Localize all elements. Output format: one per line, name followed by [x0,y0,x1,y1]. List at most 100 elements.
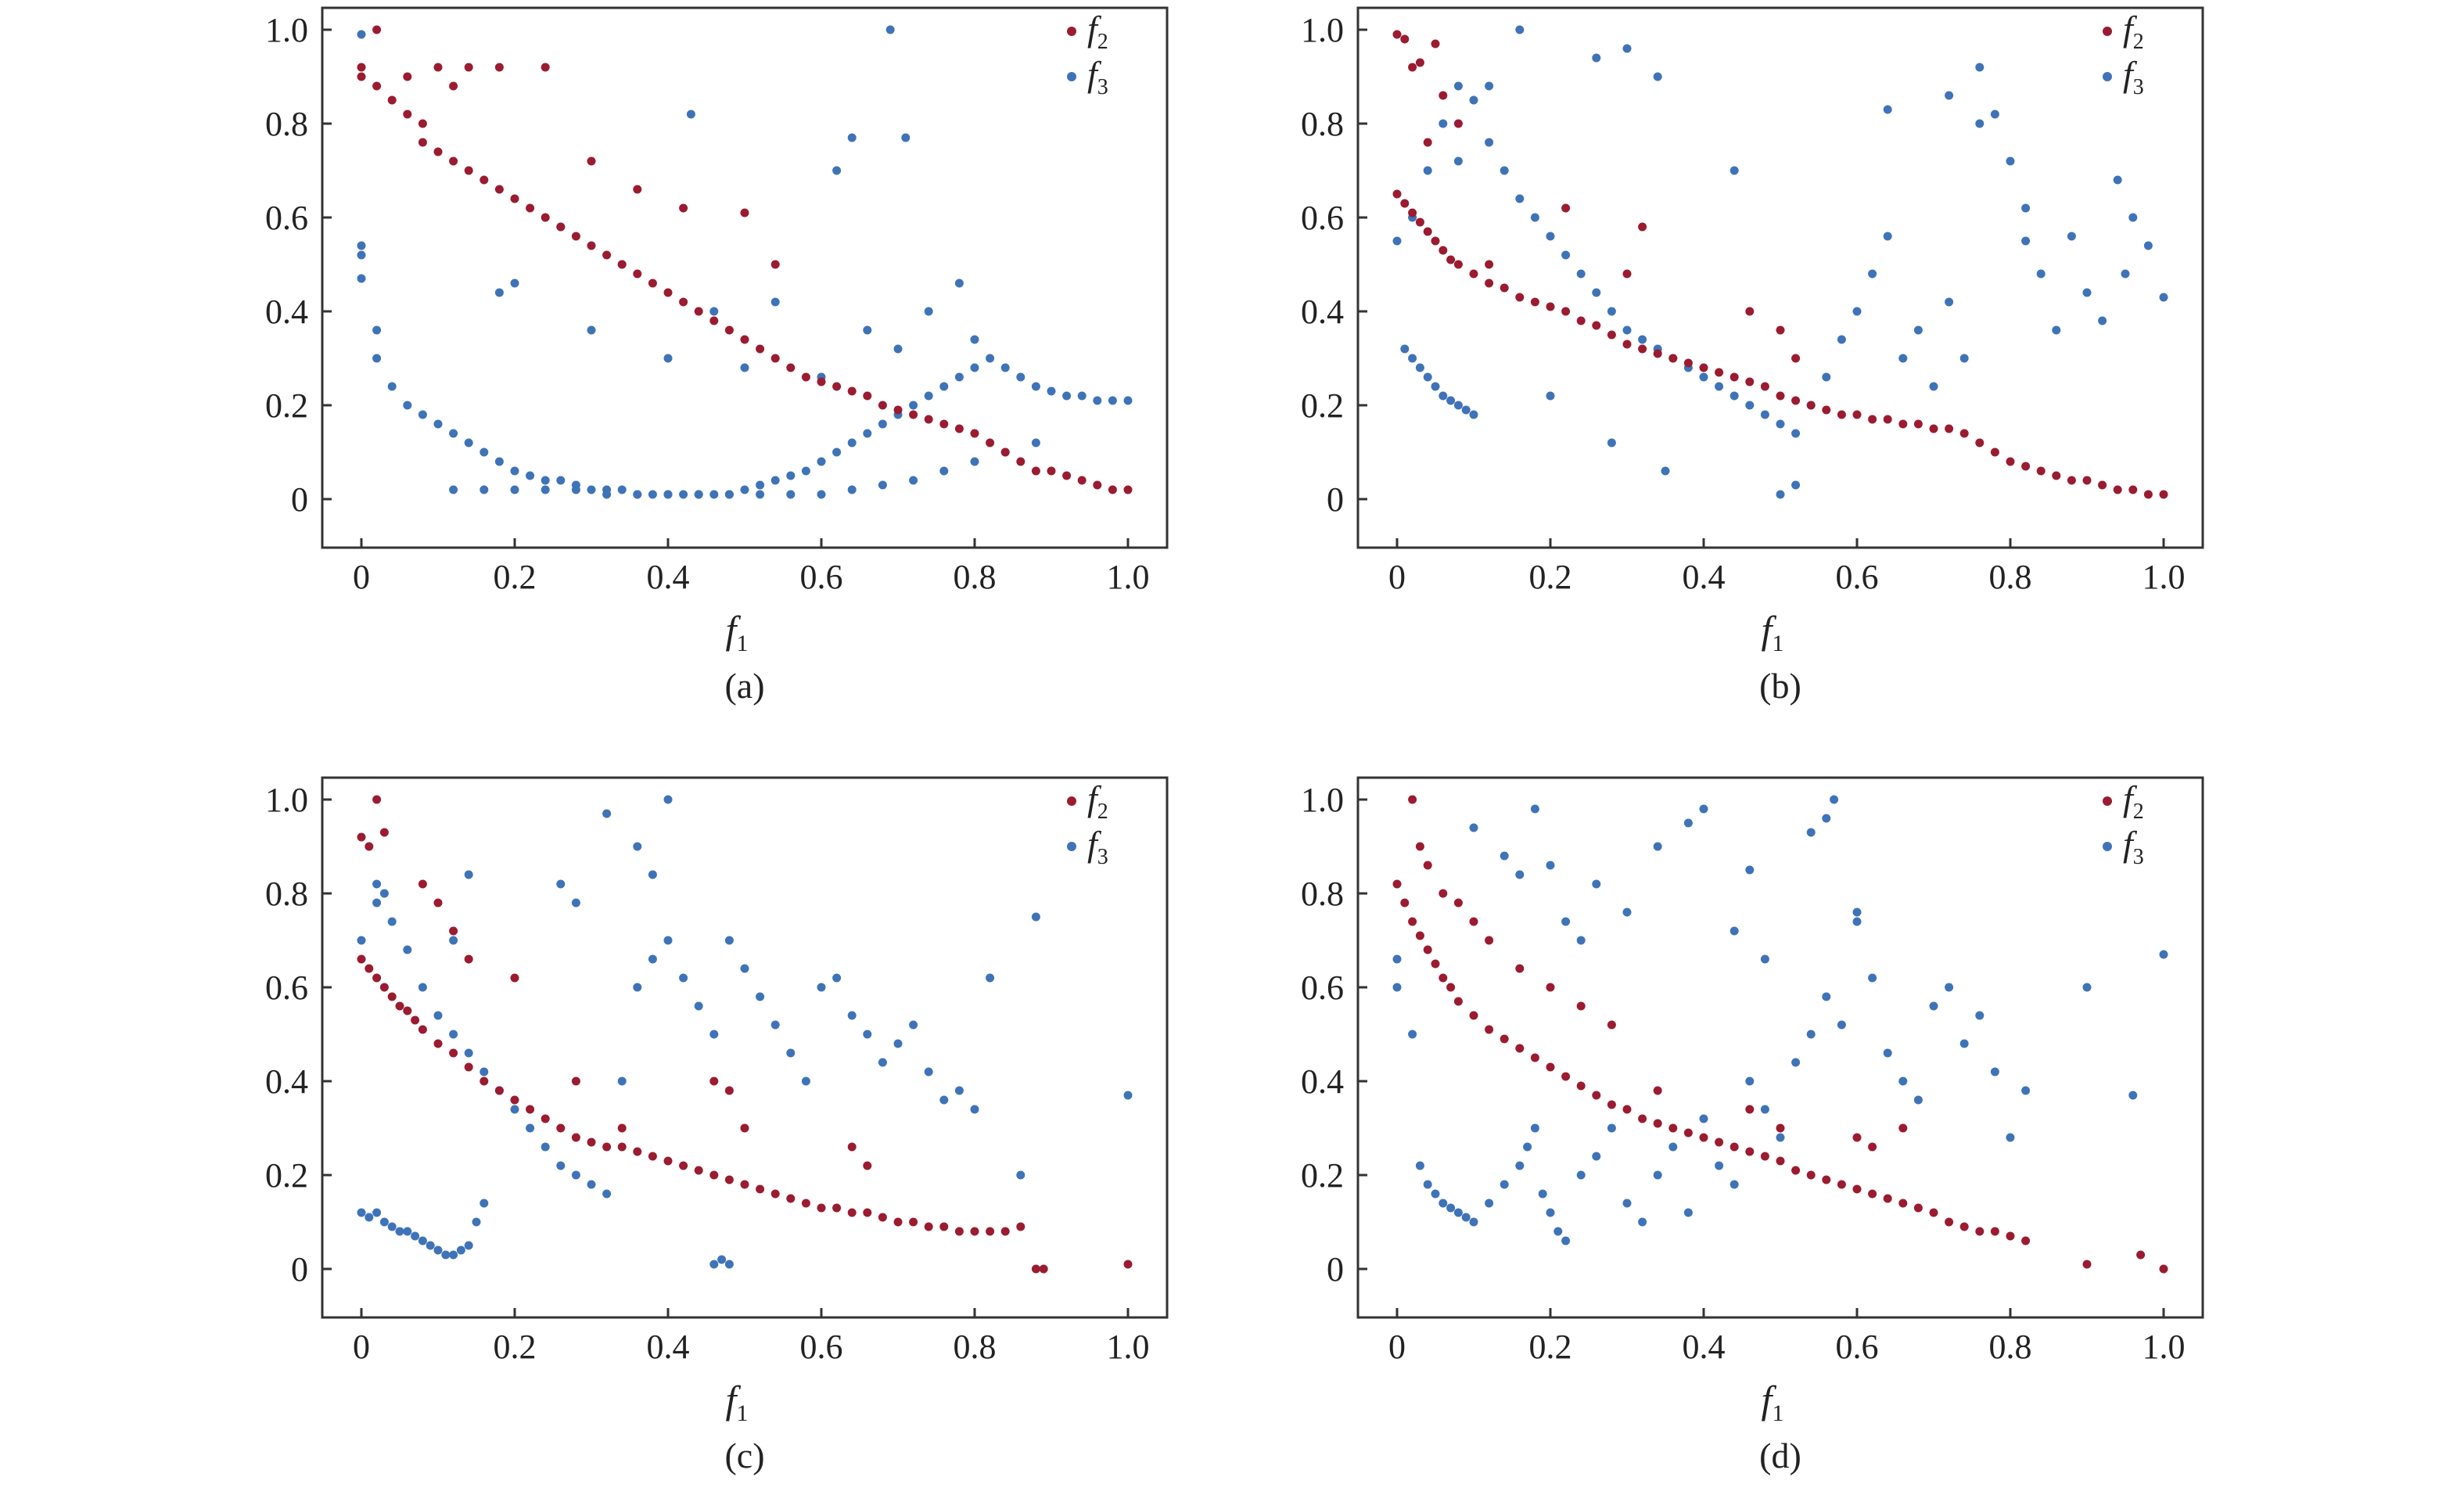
point-f2 [1653,1119,1662,1128]
point-f3 [1423,166,1432,175]
point-f3 [418,983,427,992]
legend-label-f2: f2 [2123,9,2144,54]
point-f2 [709,1076,719,1086]
x-tick-label: 1.0 [1107,558,1150,596]
point-f3 [1515,25,1525,34]
point-f2 [786,1194,796,1203]
point-f3 [756,480,765,490]
point-f3 [395,1227,404,1236]
point-f2 [1016,1222,1025,1231]
point-f2 [1699,363,1708,372]
point-f3 [602,1189,612,1199]
point-f2 [1622,269,1632,279]
point-f3 [1607,438,1616,447]
point-f2 [1515,293,1525,302]
point-f3 [1031,438,1040,447]
point-f2 [1806,401,1816,410]
panel-label: (b) [1759,666,1801,706]
point-f2 [1485,260,1494,269]
point-f3 [1392,983,1402,992]
point-f2 [556,1123,566,1133]
point-f2 [1546,1062,1555,1072]
x-axis-label: f1 [1762,1378,1784,1426]
point-f3 [1576,1170,1586,1180]
point-f3 [679,490,688,499]
point-f2 [617,1142,627,1152]
point-f2 [1415,58,1424,67]
point-f3 [1431,382,1440,391]
point-f3 [1837,1020,1846,1030]
point-f3 [863,1030,872,1039]
point-f3 [1016,372,1025,382]
point-f3 [372,1208,382,1217]
point-f3 [1683,818,1693,828]
legend-label-f3: f3 [1087,54,1108,99]
point-f3 [464,1048,473,1058]
point-f2 [1431,39,1440,49]
point-f3 [541,485,550,494]
point-f3 [1822,992,1831,1001]
point-f3 [1423,372,1432,382]
point-f3 [740,363,749,372]
point-f2 [1392,30,1402,39]
point-f3 [1975,1011,1984,1020]
point-f3 [863,325,872,335]
y-tick-label: 0.2 [1301,386,1344,425]
point-f2 [1062,471,1072,480]
point-f2 [494,1086,504,1095]
legend-marker-f2 [2103,796,2112,806]
point-f3 [510,279,519,288]
point-f2 [1898,1123,1908,1133]
point-f2 [1868,1189,1877,1199]
point-f3 [1415,363,1424,372]
point-f3 [2006,1133,2015,1142]
point-f2 [2136,1250,2146,1260]
point-f2 [893,405,903,415]
point-f3 [1715,382,1724,391]
point-f3 [954,372,964,382]
point-f2 [387,95,397,105]
point-f2 [1408,208,1417,217]
point-f2 [1668,354,1678,363]
point-f3 [1500,1180,1509,1189]
point-f2 [1653,349,1662,358]
point-f2 [617,260,627,269]
point-f3 [1760,954,1769,964]
panel-label: (d) [1759,1436,1801,1475]
point-f3 [1561,917,1571,926]
point-f2 [1077,476,1087,485]
point-f3 [970,1105,979,1114]
point-f2 [357,832,366,842]
point-f3 [2067,232,2076,241]
point-f2 [970,1227,979,1236]
point-f2 [954,1227,964,1236]
y-tick-label: 0.4 [265,1062,308,1101]
point-f3 [1699,1114,1708,1123]
point-f2 [617,1123,627,1133]
point-f2 [387,992,397,1001]
point-f3 [1653,1170,1662,1180]
point-f3 [1485,138,1494,147]
plot-frame [1356,6,2204,549]
point-f2 [1446,255,1456,264]
x-tick-label: 0.6 [800,1328,843,1366]
point-f3 [365,1213,374,1222]
point-f2 [2082,1260,2092,1269]
point-f3 [1683,1208,1693,1217]
point-f2 [1868,1142,1877,1152]
point-f3 [709,1260,719,1269]
point-f2 [571,232,580,241]
point-f3 [1031,912,1040,922]
legend-marker-f2 [2103,27,2112,36]
point-f3 [1077,391,1087,401]
x-tick-label: 0.4 [1683,558,1726,596]
point-f3 [418,1236,427,1245]
point-f3 [1622,1199,1632,1208]
point-f2 [357,72,366,81]
point-f2 [832,1203,842,1213]
point-f3 [954,279,964,288]
point-f2 [2143,490,2153,499]
point-f3 [893,344,903,354]
point-f3 [1108,396,1117,405]
legend-label-f3: f3 [2123,54,2144,99]
